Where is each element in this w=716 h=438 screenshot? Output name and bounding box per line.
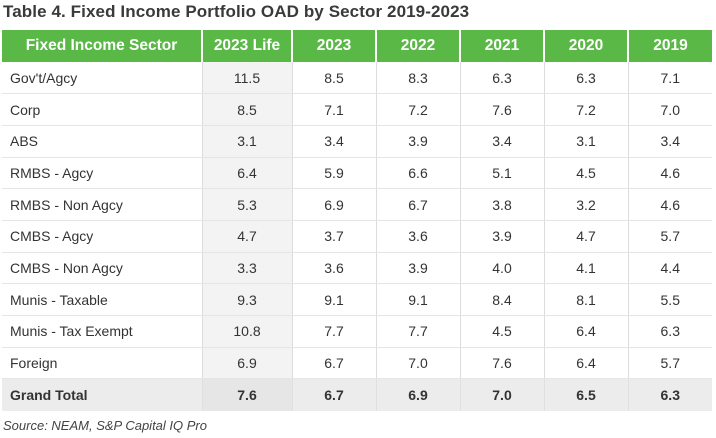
header-2021: 2021 [460, 30, 545, 62]
sector-cell: CMBS - Non Agcy [2, 252, 203, 285]
sector-cell: RMBS - Non Agcy [2, 188, 203, 221]
source-note: Source: NEAM, S&P Capital IQ Pro [3, 418, 207, 433]
value-cell: 5.3 [202, 188, 293, 221]
value-cell: 3.2 [544, 188, 629, 221]
total-cell: 7.6 [202, 378, 293, 411]
table-row: Foreign 6.9 6.7 7.0 7.6 6.4 5.7 [2, 347, 712, 380]
table-title: Table 4. Fixed Income Portfolio OAD by S… [3, 2, 470, 21]
sector-cell: Foreign [2, 347, 203, 380]
value-cell: 3.6 [376, 220, 461, 253]
value-cell: 4.4 [628, 252, 712, 285]
table-row: CMBS - Non Agcy 3.3 3.6 3.9 4.0 4.1 4.4 [2, 252, 712, 285]
value-cell: 6.4 [544, 347, 629, 380]
value-cell: 4.5 [544, 157, 629, 190]
value-cell: 3.7 [292, 220, 377, 253]
table-row: Gov't/Agcy 11.5 8.5 8.3 6.3 6.3 7.1 [2, 62, 712, 95]
value-cell: 3.4 [460, 125, 545, 158]
value-cell: 6.3 [628, 315, 712, 348]
value-cell: 6.9 [202, 347, 293, 380]
value-cell: 3.1 [544, 125, 629, 158]
value-cell: 3.9 [376, 125, 461, 158]
value-cell: 3.1 [202, 125, 293, 158]
value-cell: 4.6 [628, 157, 712, 190]
header-2020: 2020 [544, 30, 629, 62]
value-cell: 6.7 [376, 188, 461, 221]
header-row: Fixed Income Sector 2023 Life 2023 2022 … [2, 30, 712, 62]
value-cell: 4.5 [460, 315, 545, 348]
sector-cell: Gov't/Agcy [2, 62, 203, 95]
value-cell: 7.7 [376, 315, 461, 348]
value-cell: 3.9 [376, 252, 461, 285]
total-cell: 6.7 [292, 378, 377, 411]
value-cell: 7.0 [376, 347, 461, 380]
value-cell: 4.0 [460, 252, 545, 285]
value-cell: 9.1 [376, 283, 461, 316]
value-cell: 7.2 [544, 93, 629, 126]
value-cell: 4.7 [544, 220, 629, 253]
table-row: RMBS - Non Agcy 5.3 6.9 6.7 3.8 3.2 4.6 [2, 188, 712, 221]
value-cell: 6.7 [292, 347, 377, 380]
value-cell: 4.7 [202, 220, 293, 253]
value-cell: 5.1 [460, 157, 545, 190]
value-cell: 3.4 [628, 125, 712, 158]
value-cell: 3.4 [292, 125, 377, 158]
value-cell: 6.3 [460, 62, 545, 95]
total-cell: 7.0 [460, 378, 545, 411]
total-cell: 6.3 [628, 378, 712, 411]
value-cell: 3.9 [460, 220, 545, 253]
header-sector: Fixed Income Sector [2, 30, 203, 62]
value-cell: 8.5 [292, 62, 377, 95]
header-2022: 2022 [376, 30, 461, 62]
table-row: ABS 3.1 3.4 3.9 3.4 3.1 3.4 [2, 125, 712, 158]
header-2023-life: 2023 Life [202, 30, 293, 62]
value-cell: 8.4 [460, 283, 545, 316]
total-cell: 6.5 [544, 378, 629, 411]
value-cell: 3.8 [460, 188, 545, 221]
sector-cell: RMBS - Agcy [2, 157, 203, 190]
total-cell: 6.9 [376, 378, 461, 411]
value-cell: 8.1 [544, 283, 629, 316]
sector-cell: Munis - Tax Exempt [2, 315, 203, 348]
value-cell: 7.1 [628, 62, 712, 95]
value-cell: 4.1 [544, 252, 629, 285]
value-cell: 3.6 [292, 252, 377, 285]
value-cell: 6.3 [544, 62, 629, 95]
value-cell: 3.3 [202, 252, 293, 285]
value-cell: 7.2 [376, 93, 461, 126]
grand-total-label: Grand Total [2, 378, 203, 411]
value-cell: 7.6 [460, 93, 545, 126]
value-cell: 4.6 [628, 188, 712, 221]
value-cell: 6.6 [376, 157, 461, 190]
oad-table: Fixed Income Sector 2023 Life 2023 2022 … [2, 30, 712, 411]
value-cell: 6.4 [544, 315, 629, 348]
value-cell: 5.5 [628, 283, 712, 316]
table-row: Corp 8.5 7.1 7.2 7.6 7.2 7.0 [2, 93, 712, 126]
value-cell: 6.4 [202, 157, 293, 190]
table-row: CMBS - Agcy 4.7 3.7 3.6 3.9 4.7 5.7 [2, 220, 712, 253]
value-cell: 10.8 [202, 315, 293, 348]
table-row: Munis - Taxable 9.3 9.1 9.1 8.4 8.1 5.5 [2, 283, 712, 316]
value-cell: 7.0 [628, 93, 712, 126]
sector-cell: Munis - Taxable [2, 283, 203, 316]
value-cell: 8.3 [376, 62, 461, 95]
header-2019: 2019 [628, 30, 712, 62]
value-cell: 7.7 [292, 315, 377, 348]
value-cell: 8.5 [202, 93, 293, 126]
value-cell: 7.1 [292, 93, 377, 126]
table-row: Munis - Tax Exempt 10.8 7.7 7.7 4.5 6.4 … [2, 315, 712, 348]
sector-cell: CMBS - Agcy [2, 220, 203, 253]
value-cell: 5.7 [628, 220, 712, 253]
value-cell: 7.6 [460, 347, 545, 380]
grand-total-row: Grand Total 7.6 6.7 6.9 7.0 6.5 6.3 [2, 378, 712, 411]
value-cell: 11.5 [202, 62, 293, 95]
sector-cell: ABS [2, 125, 203, 158]
sector-cell: Corp [2, 93, 203, 126]
value-cell: 6.9 [292, 188, 377, 221]
header-2023: 2023 [292, 30, 377, 62]
value-cell: 5.9 [292, 157, 377, 190]
value-cell: 9.3 [202, 283, 293, 316]
value-cell: 5.7 [628, 347, 712, 380]
value-cell: 9.1 [292, 283, 377, 316]
table-row: RMBS - Agcy 6.4 5.9 6.6 5.1 4.5 4.6 [2, 157, 712, 190]
